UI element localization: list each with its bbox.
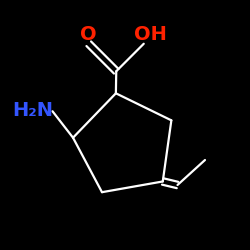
Text: H₂N: H₂N bbox=[12, 101, 53, 120]
Text: OH: OH bbox=[134, 26, 166, 44]
Text: O: O bbox=[80, 26, 97, 44]
